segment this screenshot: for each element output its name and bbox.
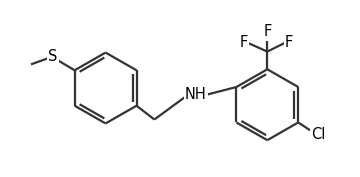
Text: F: F bbox=[239, 35, 248, 50]
Text: NH: NH bbox=[185, 87, 207, 102]
Text: Cl: Cl bbox=[311, 127, 325, 142]
Text: F: F bbox=[285, 35, 293, 50]
Text: S: S bbox=[48, 49, 58, 64]
Text: F: F bbox=[263, 24, 271, 39]
